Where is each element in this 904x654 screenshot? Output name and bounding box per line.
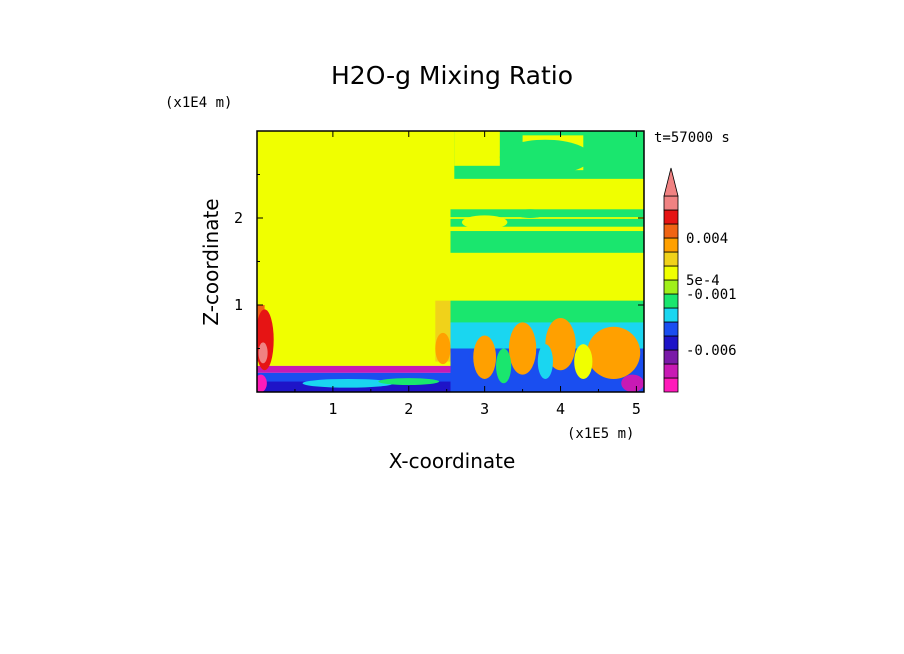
x-tick-label-0: 1 xyxy=(328,400,337,418)
colorbar-swatch-1 xyxy=(663,363,679,379)
field-blob-3 xyxy=(473,335,497,379)
field-blob-10 xyxy=(302,378,394,388)
field-blob-15 xyxy=(499,139,591,175)
colorbar-swatch-11 xyxy=(663,223,679,239)
plot-area xyxy=(257,131,644,392)
field-blob-14 xyxy=(515,209,546,218)
field-blob-13 xyxy=(621,374,644,392)
field-blob-2 xyxy=(435,332,451,365)
field-blob-6 xyxy=(587,326,641,379)
colorbar-label-0: -0.006 xyxy=(686,343,737,359)
y-tick-label-1: 2 xyxy=(234,209,243,227)
field-region-3 xyxy=(454,131,500,166)
colorbar-extend-arrow xyxy=(663,167,679,197)
colorbar-swatch-2 xyxy=(663,349,679,365)
field-region-7 xyxy=(450,231,644,253)
colorbar-swatch-10 xyxy=(663,237,679,253)
y-axis-label: Z-coordinate xyxy=(199,198,223,325)
field-blob-7 xyxy=(574,344,593,379)
colorbar-swatch-7 xyxy=(663,279,679,295)
x-tick-label-2: 3 xyxy=(480,400,489,418)
x-tick-label-1: 2 xyxy=(404,400,413,418)
field-region-0 xyxy=(257,131,451,366)
colorbar-swatch-6 xyxy=(663,293,679,309)
y-tick-label-0: 1 xyxy=(234,296,243,314)
colorbar-label-3: 0.004 xyxy=(686,231,728,247)
field-blob-9 xyxy=(537,344,553,379)
field-blob-5 xyxy=(545,318,576,371)
x-unit-label: (x1E5 m) xyxy=(567,426,634,442)
time-label: t=57000 s xyxy=(654,130,730,146)
colorbar-swatch-5 xyxy=(663,307,679,323)
chart-title: H2O-g Mixing Ratio xyxy=(331,61,573,90)
field-region-11 xyxy=(257,365,451,373)
field-region-6 xyxy=(450,217,644,219)
x-tick-label-3: 4 xyxy=(556,400,565,418)
colorbar-swatch-8 xyxy=(663,265,679,281)
x-tick-label-4: 5 xyxy=(632,400,641,418)
field-blob-16 xyxy=(461,215,508,230)
colorbar-swatch-13 xyxy=(663,195,679,211)
y-unit-label: (x1E4 m) xyxy=(165,95,232,111)
colorbar-swatch-12 xyxy=(663,209,679,225)
field-blob-1 xyxy=(258,342,268,364)
field-blob-11 xyxy=(378,378,440,386)
colorbar-label-1: -0.001 xyxy=(686,287,737,303)
axis-ticks: 1 2 3 4 5 1 2 xyxy=(234,131,644,418)
field-blob-12 xyxy=(257,374,267,392)
field-blob-4 xyxy=(508,322,537,375)
colorbar-label-2: 5e-4 xyxy=(686,273,720,289)
colorbar-swatch-3 xyxy=(663,335,679,351)
x-axis-label: X-coordinate xyxy=(389,449,516,473)
colorbar-swatch-0 xyxy=(663,377,679,393)
colorbar-swatch-4 xyxy=(663,321,679,337)
colorbar-swatch-9 xyxy=(663,251,679,267)
field-blob-8 xyxy=(496,348,512,384)
